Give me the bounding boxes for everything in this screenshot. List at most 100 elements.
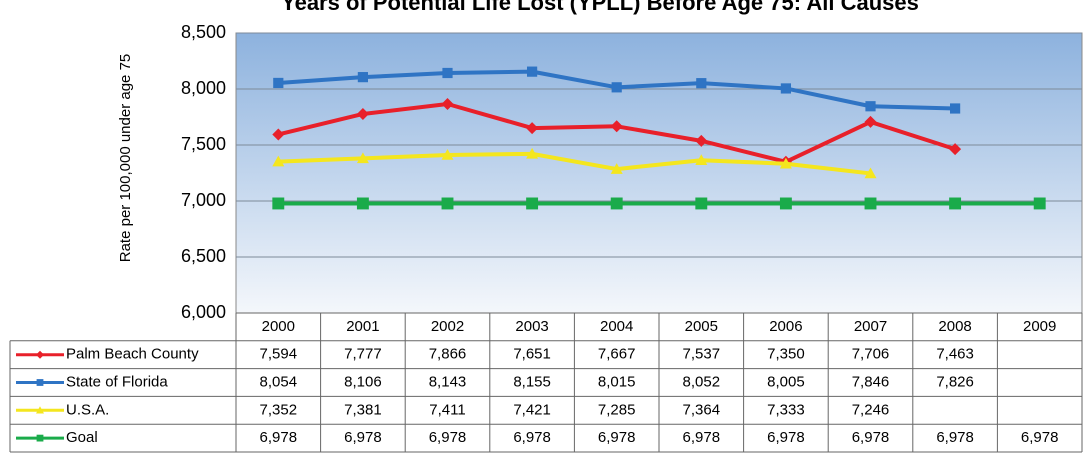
x-tick-label: 2003 [515,318,548,335]
data-label: 7,411 [429,401,465,418]
data-label: 7,463 [936,346,974,363]
legend-marker [36,350,44,359]
data-label: 7,350 [767,346,805,363]
marker [610,163,623,174]
marker [356,107,369,120]
data-label: 8,005 [767,373,805,390]
data-label: 6,978 [598,429,636,446]
data-label: 6,978 [852,429,890,446]
x-tick-label: 2006 [769,318,802,335]
marker [865,101,876,112]
y-tick-label: 8,000 [181,78,226,98]
data-label: 7,421 [513,401,551,418]
data-label: 8,015 [598,373,636,390]
marker [695,197,708,210]
marker [695,154,708,166]
y-tick-label: 7,500 [181,134,226,154]
chart-title: Years of Potential Life Lost (YPLL) Befo… [281,0,919,15]
marker [610,120,623,133]
legend-marker [36,379,44,386]
y-tick-label: 7,000 [181,190,226,210]
data-label: 6,978 [936,429,974,446]
marker [441,148,454,160]
data-label: 8,143 [429,373,467,390]
data-label: 6,978 [513,429,551,446]
data-label: 8,155 [513,373,551,390]
data-label: 6,978 [683,429,721,446]
data-label: 7,651 [513,346,551,363]
marker [272,197,285,210]
marker [696,78,707,89]
marker [441,98,454,111]
y-tick-label: 6,500 [181,246,226,266]
y-axis-label: Rate per 100,000 under age 75 [117,54,134,263]
x-tick-label: 2008 [938,318,971,335]
marker [357,72,368,83]
marker [949,143,962,156]
data-label: 7,846 [852,373,890,390]
x-tick-label: 2002 [431,318,464,335]
legend-label: Goal [66,429,98,446]
marker [611,82,622,93]
legend-label: U.S.A. [66,401,109,418]
y-tick-label: 8,500 [181,22,226,42]
data-label: 7,866 [429,346,467,363]
data-label: 7,246 [852,401,890,418]
marker [950,103,961,114]
data-label: 6,978 [767,429,805,446]
marker [526,122,539,135]
marker [526,197,539,210]
marker [949,197,962,210]
marker [527,66,538,77]
x-tick-label: 2009 [1023,318,1056,335]
marker [864,115,877,128]
data-label: 7,285 [598,401,636,418]
marker [864,197,877,210]
marker [441,197,454,210]
marker [273,77,284,89]
legend-label: State of Florida [66,373,168,390]
data-label: 6,978 [429,429,467,446]
x-tick-label: 2000 [262,318,295,335]
data-label: 7,777 [344,346,382,363]
legend-marker [36,434,44,442]
data-label: 7,364 [683,401,721,418]
data-label: 8,052 [683,373,721,390]
data-label: 7,352 [260,401,298,418]
x-tick-label: 2004 [600,318,633,335]
marker [610,197,623,210]
marker [356,197,369,210]
marker [779,157,792,169]
data-label: 7,826 [936,373,974,390]
data-label: 7,667 [598,346,636,363]
x-tick-label: 2007 [854,318,887,335]
data-label: 8,106 [344,373,382,390]
data-label: 7,594 [260,346,298,363]
marker [1033,197,1046,210]
marker [526,147,539,159]
marker [695,134,708,147]
data-label: 7,333 [767,401,805,418]
legend-marker [36,406,44,414]
x-tick-label: 2001 [346,318,379,335]
marker [442,67,453,79]
data-label: 7,706 [852,346,890,363]
data-label: 7,537 [683,346,721,363]
data-label: 8,054 [260,373,298,390]
data-label: 7,381 [344,401,382,418]
marker [272,128,285,141]
marker [779,197,792,210]
marker [272,155,285,167]
marker [356,152,369,164]
data-label: 6,978 [1021,429,1059,446]
marker [780,83,791,94]
series-line [278,151,871,176]
x-tick-label: 2005 [685,318,718,335]
marker [864,167,877,179]
plot-area [235,32,1083,314]
legend-label: Palm Beach County [66,346,199,363]
y-tick-label: 6,000 [181,302,226,322]
data-label: 6,978 [344,429,382,446]
data-label: 6,978 [260,429,298,446]
